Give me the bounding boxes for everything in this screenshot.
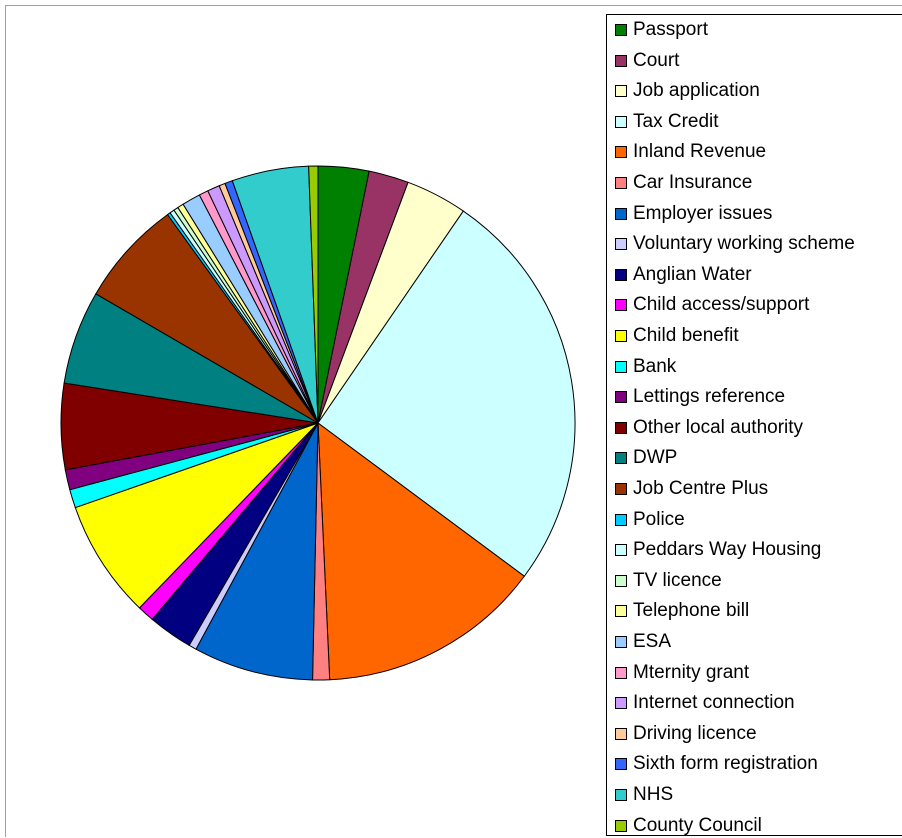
legend-item: Anglian Water — [615, 264, 752, 286]
legend-label: Court — [633, 49, 680, 71]
legend-item: Sixth form registration — [615, 753, 818, 775]
pie-slice-county-council — [308, 165, 319, 424]
legend-swatch — [615, 299, 627, 312]
legend-label: Other local authority — [633, 416, 804, 438]
legend-swatch — [615, 268, 627, 281]
legend-label: Job Centre Plus — [633, 478, 769, 499]
legend-label: County Council — [633, 814, 762, 836]
legend-item: Bank — [615, 356, 676, 378]
legend-swatch — [615, 391, 627, 404]
legend-item: Employer issues — [615, 203, 772, 225]
legend-label: Tax Credit — [633, 110, 719, 132]
legend-swatch — [615, 758, 627, 771]
pie-slice-child-benefit — [74, 422, 319, 609]
legend-item: Internet connection — [615, 692, 795, 714]
legend-swatch — [615, 146, 627, 159]
legend-item: Car Insurance — [615, 172, 752, 194]
legend-item: Mternity grant — [615, 662, 749, 684]
legend-swatch — [615, 24, 627, 36]
legend-item: Job application — [615, 80, 760, 102]
legend-label: Lettings reference — [633, 386, 786, 408]
legend-label: Car Insurance — [633, 172, 753, 193]
legend-item: Police — [615, 509, 685, 531]
pie-slice-job-centre-plus — [95, 213, 319, 424]
legend-label: Telephone bill — [633, 600, 750, 622]
legend-item: Child access/support — [615, 294, 809, 316]
legend-item: NHS — [615, 784, 673, 806]
legend-item: Passport — [615, 19, 708, 41]
legend-item: Child benefit — [615, 325, 739, 347]
legend-label: Anglian Water — [633, 263, 752, 285]
legend-item: Inland Revenue — [615, 141, 766, 163]
legend-item: Other local authority — [615, 417, 803, 439]
pie-chart — [60, 165, 576, 681]
pie-slice-employer-issues — [195, 422, 319, 681]
pie-slice-inland-revenue — [317, 421, 525, 681]
legend-swatch — [615, 483, 627, 495]
legend-item: Tax Credit — [615, 111, 719, 133]
legend-swatch — [615, 238, 627, 251]
legend-item: Lettings reference — [615, 386, 785, 408]
legend-swatch — [615, 177, 627, 189]
legend-swatch — [615, 697, 627, 710]
legend-swatch — [615, 115, 627, 128]
legend-item: TV licence — [615, 570, 722, 592]
legend-swatch — [615, 330, 627, 342]
legend-swatch — [615, 574, 627, 587]
legend-label: Mternity grant — [633, 661, 750, 683]
legend-label: Internet connection — [633, 692, 795, 714]
chart-area: Passport Court Job application Tax Credit In… — [5, 5, 902, 837]
legend-label: Peddars Way Housing — [633, 539, 822, 561]
chart-legend: Passport Court Job application Tax Credit In… — [606, 14, 902, 836]
legend-label: Inland Revenue — [633, 141, 767, 163]
legend-label: TV licence — [633, 569, 722, 591]
legend-label: Voluntary working scheme — [633, 233, 855, 255]
legend-label: Passport — [633, 19, 708, 40]
legend-swatch — [615, 360, 627, 373]
legend-label: Child benefit — [633, 325, 739, 346]
legend-label: Job application — [633, 80, 760, 102]
legend-swatch — [615, 54, 627, 67]
legend-swatch — [615, 421, 627, 434]
pie-slice-tax-credit — [317, 210, 576, 577]
legend-item: DWP — [615, 447, 677, 469]
legend-swatch — [615, 207, 627, 220]
legend-label: Police — [633, 508, 685, 530]
legend-item: Telephone bill — [615, 600, 749, 622]
legend-swatch — [615, 636, 627, 648]
legend-item: County Council — [615, 814, 762, 836]
legend-label: Sixth form registration — [633, 753, 818, 775]
legend-swatch — [615, 85, 627, 98]
legend-swatch — [615, 789, 627, 801]
legend-item: Court — [615, 50, 679, 72]
legend-item: Driving licence — [615, 723, 757, 745]
legend-label: Employer issues — [633, 202, 773, 224]
legend-label: ESA — [633, 631, 672, 652]
legend-swatch — [615, 513, 627, 526]
legend-item: Job Centre Plus — [615, 478, 768, 500]
legend-label: NHS — [633, 784, 674, 805]
legend-label: Driving licence — [633, 722, 757, 744]
legend-swatch — [615, 452, 627, 465]
legend-label: Child access/support — [633, 294, 810, 316]
legend-swatch — [615, 727, 627, 740]
legend-item: Voluntary working scheme — [615, 233, 855, 255]
legend-item: ESA — [615, 631, 671, 653]
legend-swatch — [615, 819, 627, 832]
legend-swatch — [615, 544, 627, 557]
legend-swatch — [615, 605, 627, 618]
legend-label: DWP — [633, 447, 678, 469]
legend-item: Peddars Way Housing — [615, 539, 821, 561]
legend-swatch — [615, 666, 627, 679]
legend-label: Bank — [633, 355, 677, 377]
